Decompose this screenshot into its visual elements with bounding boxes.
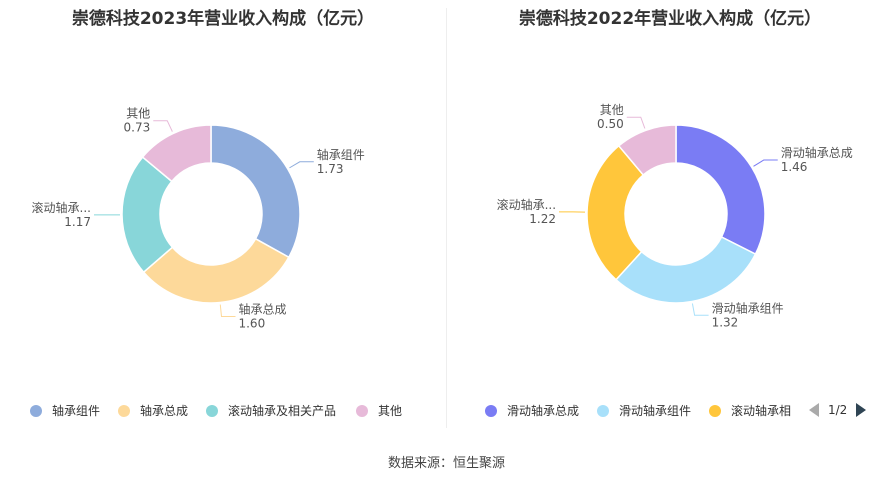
slice-name-label: 滚动轴承... (497, 197, 556, 212)
slice-value-label: 1.60 (238, 316, 265, 330)
pie-slice-3[interactable] (141, 124, 212, 183)
legend-label: 滚动轴承相 (731, 404, 792, 418)
legend-pager: 1/2 (809, 403, 867, 417)
slice-value-label: 1.22 (529, 212, 556, 226)
legend-label: 滑动轴承组件 (619, 404, 692, 418)
legend-item[interactable]: 轴承总成 (118, 402, 188, 419)
legend-item[interactable]: 其他 (356, 402, 402, 419)
data-source: 数据来源：恒生聚源 (387, 456, 505, 471)
panel-divider (446, 8, 447, 428)
slice-value-label: 0.73 (124, 121, 151, 135)
label-leader-line (691, 303, 709, 316)
pie-slice-2[interactable] (586, 144, 645, 281)
label-leader-line (626, 116, 646, 129)
legend-label: 其他 (378, 404, 403, 418)
legend-dot-icon (597, 404, 609, 417)
legend-dot-icon (30, 404, 42, 417)
pie-slice-3[interactable] (617, 124, 677, 176)
chart-panel-2023: 崇德科技2023年营业收入构成（亿元） 轴承组件 1.73 轴承总成 1.60 滚动轴承… (0, 0, 446, 430)
slice-value-label: 0.50 (597, 117, 624, 131)
legend-label: 滑动轴承总成 (507, 404, 580, 418)
slice-name-label: 其他 (600, 103, 624, 117)
pie-slice-0[interactable] (675, 124, 766, 256)
label-leader-line (153, 120, 173, 132)
legend-label: 滚动轴承及相关产品 (228, 404, 337, 418)
slice-name-label: 轴承组件 (317, 147, 365, 162)
slice-value-label: 1.17 (64, 215, 91, 229)
label-leader-line (219, 304, 236, 317)
legend-item[interactable]: 滑动轴承组件 (597, 402, 691, 419)
legend-label: 轴承总成 (140, 404, 189, 418)
legend-dot-icon (709, 404, 721, 417)
chart-panel-2022: 崇德科技2022年营业收入构成（亿元） 滑动轴承总成 1.46 滑动轴承组件 1.32… (447, 0, 893, 430)
legend-item[interactable]: 滑动轴承总成 (485, 402, 579, 419)
pie-slice-1[interactable] (614, 235, 757, 304)
legend-page-indicator: 1/2 (828, 403, 848, 417)
legend-dot-icon (485, 404, 497, 417)
slice-name-label: 滑动轴承总成 (781, 145, 853, 160)
chart-title: 崇德科技2022年营业收入构成（亿元） (518, 9, 822, 29)
legend-dot-icon (118, 404, 130, 417)
slice-name-label: 滑动轴承组件 (712, 300, 784, 315)
slice-value-label: 1.73 (317, 162, 344, 176)
slice-name-label: 轴承总成 (238, 301, 286, 316)
legend-dot-icon (356, 404, 368, 417)
legend-item[interactable]: 滚动轴承及相关产品 (206, 402, 336, 419)
slice-name-label: 滚动轴承... (32, 200, 91, 215)
pie-slice-1[interactable] (142, 237, 290, 304)
legend-label: 轴承组件 (52, 404, 101, 418)
slice-name-label: 其他 (126, 107, 150, 121)
legend-dot-icon (206, 404, 218, 417)
label-leader-line (289, 161, 314, 169)
chart-title: 崇德科技2023年营业收入构成（亿元） (71, 9, 375, 29)
slice-value-label: 1.46 (781, 160, 808, 174)
next-page-arrow-icon[interactable] (856, 403, 867, 417)
label-leader-line (753, 159, 778, 167)
legend-item[interactable]: 轴承组件 (30, 402, 100, 419)
legend-item[interactable]: 滚动轴承相 (709, 402, 791, 419)
pie-slice-0[interactable] (210, 124, 301, 259)
prev-page-arrow-icon[interactable] (809, 403, 819, 417)
slice-value-label: 1.32 (712, 315, 739, 329)
